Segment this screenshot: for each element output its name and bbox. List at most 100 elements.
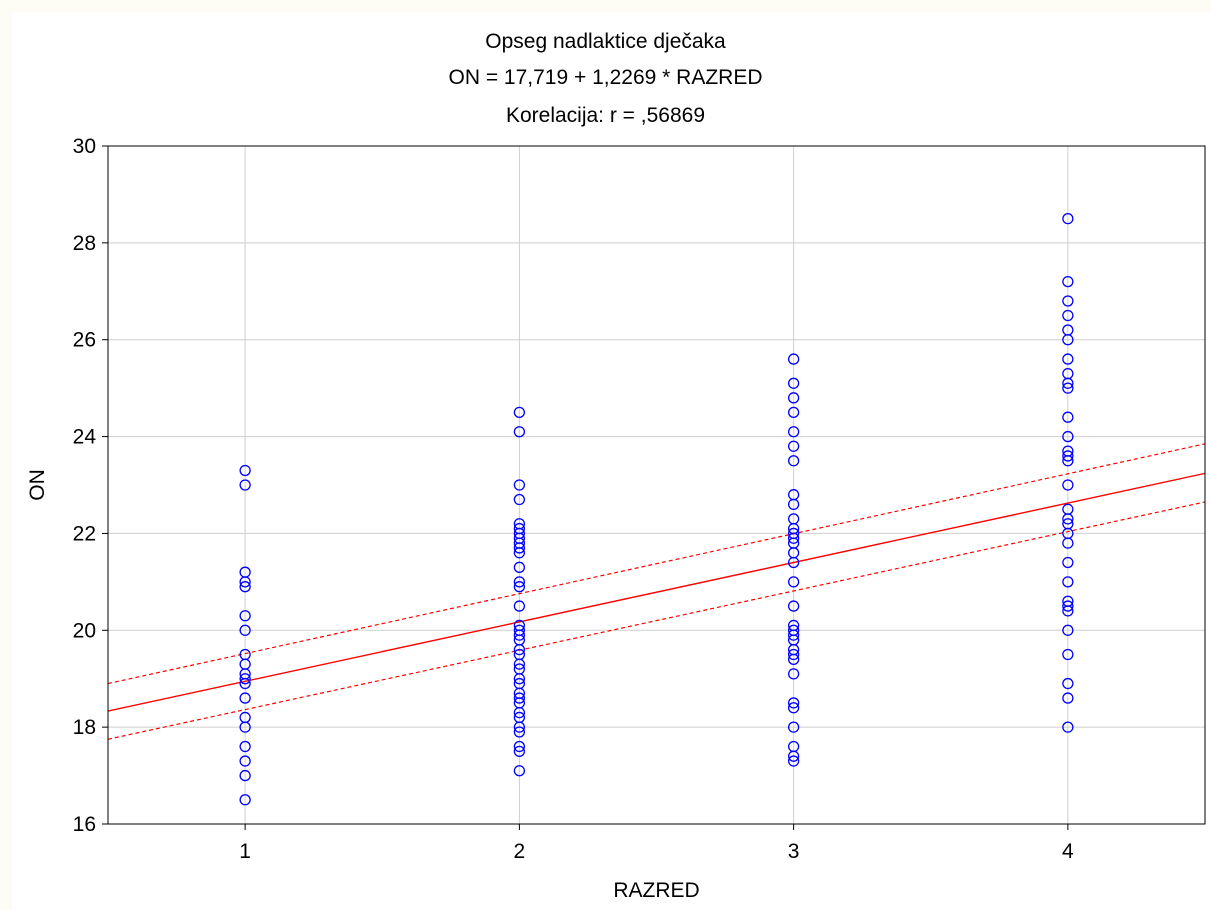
data-point [513,692,526,704]
data-point [513,576,526,588]
y-tick-label: 28 [73,232,96,255]
regression-lines [107,443,1206,740]
data-point [1062,537,1074,549]
data-point [1062,309,1074,322]
data-point [787,498,800,511]
data-point [513,765,526,777]
data-point [1062,455,1074,467]
data-point [239,464,251,477]
data-point [1062,430,1074,443]
plot-frame [102,145,1206,830]
data-point [239,692,251,704]
data-point [787,532,800,544]
data-point [787,455,800,467]
data-point [1062,692,1074,704]
y-tick-label: 18 [73,716,96,739]
y-axis-title: ON [26,469,49,501]
data-point [1062,721,1074,733]
data-point [787,377,800,389]
data-point [513,726,526,738]
data-point [787,392,800,404]
data-point [1062,605,1074,617]
y-tick-label: 24 [73,426,97,449]
x-tick-label: 4 [1062,840,1074,863]
x-tick-label: 3 [788,840,800,863]
data-point [513,581,526,593]
data-point [787,755,800,767]
data-point [1062,382,1074,394]
data-point [1062,600,1074,612]
data-point [787,426,800,438]
data-point [1062,450,1074,462]
data-point [513,745,526,758]
data-point [513,547,526,559]
data-point [1062,479,1074,491]
data-point [1062,576,1074,588]
x-tick-label: 2 [514,840,526,863]
chart-correlation: Korelacija: r = ,56869 [505,104,706,127]
data-point [239,794,251,806]
data-point [513,673,526,685]
regression-line [107,472,1206,712]
data-point [513,542,526,554]
data-point [513,426,526,438]
plot-border [107,145,1206,825]
data-point [1062,295,1074,307]
data-point [787,750,800,762]
data-point [513,600,526,612]
data-point [787,406,800,419]
data-point [1062,513,1074,525]
data-point [1062,648,1074,661]
data-point [1062,275,1074,288]
data-point [239,576,251,588]
confidence-lower-line [107,501,1206,740]
data-point [239,677,251,690]
data-point [513,406,526,419]
data-point [239,769,251,782]
data-point [513,493,526,506]
data-point [1062,677,1074,690]
data-point [513,629,526,641]
data-point [787,668,800,680]
data-point [1062,353,1074,365]
y-tick-label: 30 [73,135,96,158]
data-point [1062,334,1074,346]
data-point [513,706,526,719]
data-point [787,556,800,569]
data-point [513,644,526,656]
data-point [787,721,800,733]
plot-background [12,12,1211,910]
y-tick-label: 20 [73,619,96,642]
data-point [787,440,800,452]
data-point [1062,556,1074,569]
data-point [239,479,251,491]
data-point [787,653,800,665]
chart-equation: ON = 17,719 + 1,2269 * RAZRED [448,66,763,89]
x-axis-title: RAZRED [613,879,699,902]
x-tick-label: 1 [239,840,251,863]
data-point [513,561,526,573]
data-points [239,212,1074,806]
y-tick-label: 16 [73,813,96,836]
data-point [513,479,526,491]
data-point [1062,411,1074,423]
data-point [787,353,800,365]
data-point [787,648,800,661]
data-point [513,658,526,670]
data-point [1062,624,1074,636]
data-point [513,740,526,753]
data-point [787,702,800,714]
data-point [239,755,251,767]
data-point [513,721,526,733]
data-point [787,576,800,588]
chart-title: Opseg nadlaktice dječaka [485,30,726,53]
confidence-upper-line [107,443,1206,685]
data-point [239,673,251,685]
grid-lines [108,146,1205,824]
data-point [239,721,251,733]
data-point [239,740,251,753]
y-tick-label: 22 [73,522,96,545]
data-point [1062,212,1074,225]
tick-labels: 16 18 20 22 24 26 28 30 1 2 3 4 RAZRED ON [26,135,1074,902]
